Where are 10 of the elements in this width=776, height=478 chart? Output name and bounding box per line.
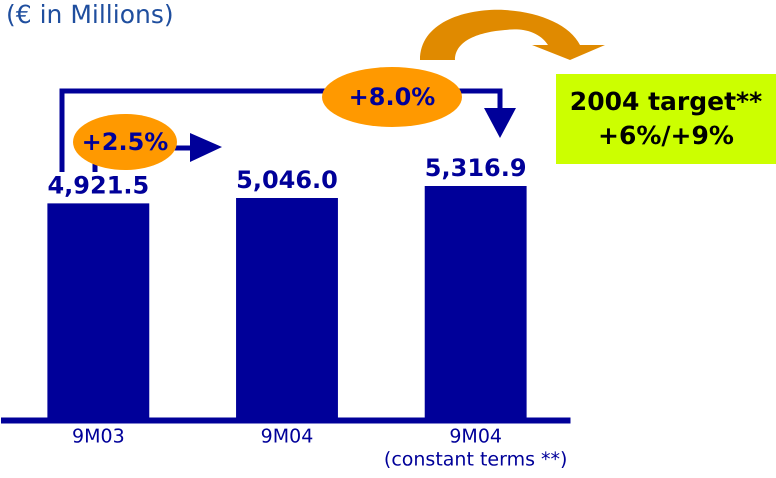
x-tick-label: 9M03 [72, 426, 125, 448]
x-tick-label: 9M04 [260, 426, 314, 448]
x-tick-label: 9M04 (constant terms **) [384, 426, 568, 471]
text: 2004 target** +6%/+9% [556, 74, 776, 164]
text: +2.5% [73, 114, 177, 170]
data-label: 5,316.9 [424, 154, 527, 182]
text: +8.0% [322, 67, 462, 127]
chart-title: (€ in Millions) [6, 0, 174, 29]
data-label: 5,046.0 [236, 166, 338, 194]
data-label: 4,921.5 [47, 172, 150, 200]
